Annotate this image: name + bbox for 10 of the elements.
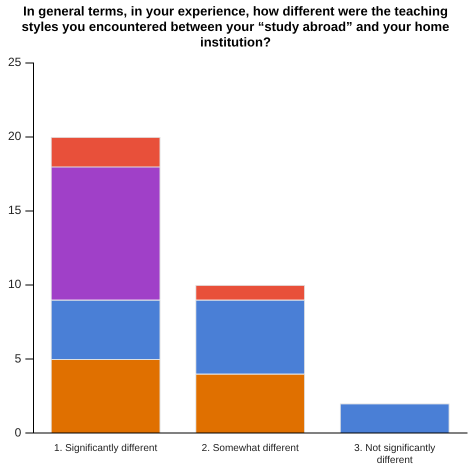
- y-tick-label: 25: [8, 55, 22, 70]
- y-tick-label: 5: [14, 351, 22, 366]
- y-tick-label: 0: [14, 425, 22, 440]
- y-tick-label: 20: [8, 129, 22, 144]
- x-tick-label: 2. Somewhat different: [202, 442, 299, 454]
- x-tick-label: 1. Significantly different: [54, 442, 158, 454]
- x-tick-label: 3. Not significantly different: [354, 442, 436, 466]
- y-tick-label: 10: [8, 277, 22, 292]
- y-tick-label: 15: [8, 203, 22, 218]
- chart-title: In general terms, in your experience, how different were the teaching styles you encountered between your “study abroad” and your home institution?: [22, 3, 450, 50]
